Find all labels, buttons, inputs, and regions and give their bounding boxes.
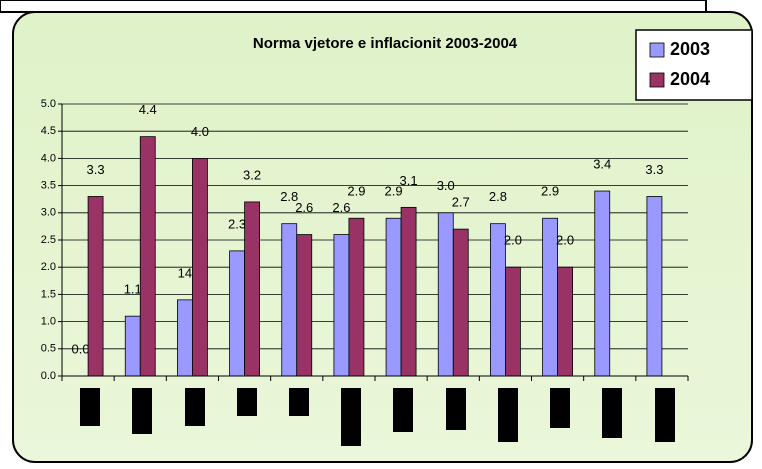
legend-swatch xyxy=(649,72,665,88)
bar xyxy=(229,250,245,377)
bar xyxy=(452,228,469,377)
data-label: 3.1 xyxy=(400,173,418,188)
bar xyxy=(594,190,611,377)
legend-label: 2003 xyxy=(670,39,710,59)
data-label: 3.4 xyxy=(593,156,611,171)
bar xyxy=(124,315,141,377)
data-label: 2.6 xyxy=(332,200,350,215)
top-frame xyxy=(0,0,707,13)
data-label: 14 xyxy=(178,265,192,280)
bar xyxy=(400,206,417,377)
bar xyxy=(348,217,365,377)
bar xyxy=(177,299,193,377)
y-tick-label: 5.0 xyxy=(41,98,56,110)
data-label: 2.0 xyxy=(504,233,522,248)
bar xyxy=(557,266,573,377)
y-tick-label: 3.0 xyxy=(41,207,56,219)
data-label: 2.9 xyxy=(347,184,365,199)
data-label: 2.9 xyxy=(385,184,403,199)
data-label: 2.8 xyxy=(489,189,507,204)
y-tick-label: 4.5 xyxy=(41,125,56,137)
bar xyxy=(87,196,104,377)
data-label: 2.0 xyxy=(556,233,574,248)
data-label: 4.4 xyxy=(139,102,157,117)
bar xyxy=(505,266,521,377)
y-tick-label: 4.0 xyxy=(41,152,56,164)
bar xyxy=(333,234,350,377)
bar xyxy=(437,212,454,377)
bar xyxy=(646,196,663,377)
data-label: 3.3 xyxy=(645,162,663,177)
y-tick-label: 1.5 xyxy=(41,288,56,300)
y-tick-label: 1.0 xyxy=(41,316,56,328)
y-tick-label: 2.0 xyxy=(41,261,56,273)
category-label-blocks xyxy=(80,388,675,446)
y-tick-label: 2.5 xyxy=(41,234,56,246)
data-label: 2.8 xyxy=(280,189,298,204)
bar xyxy=(192,157,208,377)
data-label: 0.0 xyxy=(72,341,90,356)
data-label: 3.2 xyxy=(243,167,261,182)
y-tick-label: 3.5 xyxy=(41,180,56,192)
data-label: 2.7 xyxy=(452,195,470,210)
bar xyxy=(139,136,156,377)
legend-label: 2004 xyxy=(670,69,710,89)
data-label: 3.3 xyxy=(87,162,105,177)
data-label: 1.1 xyxy=(124,282,142,297)
data-label: 2.3 xyxy=(228,216,246,231)
bar xyxy=(385,217,402,377)
y-tick-label: 0.0 xyxy=(41,370,56,382)
data-label: 4.0 xyxy=(191,124,209,139)
bar xyxy=(296,234,313,377)
bar xyxy=(281,223,298,377)
bar xyxy=(244,201,260,377)
data-label: 3.0 xyxy=(437,178,455,193)
y-tick-label: 0.5 xyxy=(41,343,56,355)
data-label: 2.9 xyxy=(541,184,559,199)
data-label: 2.6 xyxy=(295,200,313,215)
chart-title: Norma vjetore e inflacionit 2003-2004 xyxy=(253,35,518,52)
legend-box xyxy=(635,29,753,101)
legend-swatch xyxy=(649,42,665,58)
